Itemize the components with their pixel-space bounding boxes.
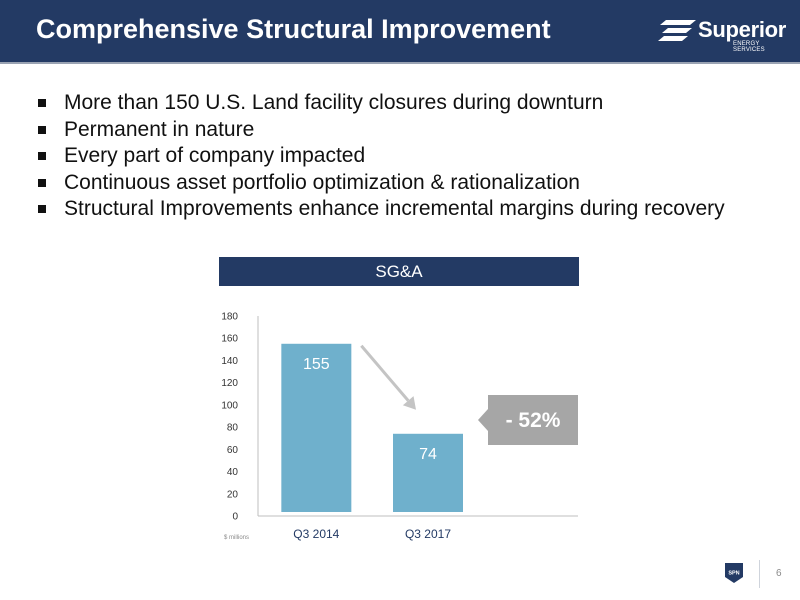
bullet-text: More than 150 U.S. Land facility closure… xyxy=(64,91,604,114)
percent-callout-box xyxy=(488,395,578,445)
y-tick-label: 80 xyxy=(227,423,239,434)
y-tick-label: 120 xyxy=(221,378,238,389)
bullet-item: Continuous asset portfolio optimization … xyxy=(38,170,725,197)
bullet-text: Continuous asset portfolio optimization … xyxy=(64,170,580,194)
y-tick-label: 60 xyxy=(227,445,239,456)
bullet-item: More than 150 U.S. Land facility closure… xyxy=(38,90,725,117)
x-category-label: Q3 2014 xyxy=(293,527,339,541)
logo-wordmark: Superior xyxy=(698,17,787,42)
spn-badge: SPN xyxy=(723,562,745,589)
spn-badge-label: SPN xyxy=(728,571,739,577)
percent-change-annotation: - 52% xyxy=(506,409,561,432)
superior-logo: Superior ENERGY SERVICES xyxy=(656,16,792,53)
bullet-item: Permanent in nature xyxy=(38,117,725,144)
spn-shield-icon: SPN xyxy=(725,563,743,583)
bullet-square-icon xyxy=(38,205,46,213)
bullet-list: More than 150 U.S. Land facility closure… xyxy=(38,90,725,223)
sga-bar-chart: 0 20 40 60 80 100 120 140 160 180 155 Q3 2014 74 Q3 2… xyxy=(221,312,578,541)
bullet-text: Permanent in nature xyxy=(64,117,255,141)
chart-title-banner: SG&A xyxy=(219,257,579,286)
bullet-item: Structural Improvements enhance incremen… xyxy=(38,196,725,223)
bullet-square-icon xyxy=(38,99,46,107)
decline-arrow-shaft xyxy=(360,344,410,402)
footer-divider xyxy=(759,560,760,588)
y-tick-label: 0 xyxy=(232,512,238,523)
y-tick-label: 180 xyxy=(221,312,238,323)
callout-pointer xyxy=(478,409,488,431)
page-number: 6 xyxy=(776,568,782,579)
decline-arrow-head-icon xyxy=(402,396,416,410)
logo-subtitle: ENERGY SERVICES xyxy=(733,41,765,53)
unit-label: $ millions xyxy=(224,535,249,541)
bullet-item: Every part of company impacted xyxy=(38,143,725,170)
bullet-text: Every part of company impacted xyxy=(64,144,366,167)
superior-logo-mark-icon xyxy=(658,20,696,41)
y-tick-label: 20 xyxy=(227,489,239,500)
x-category-label: Q3 2017 xyxy=(405,527,451,541)
bar-data-label: 74 xyxy=(419,446,437,463)
bar xyxy=(281,343,352,512)
y-tick-label: 160 xyxy=(221,334,238,345)
bar-data-label: 155 xyxy=(303,356,330,373)
y-tick-label: 140 xyxy=(221,356,238,367)
y-tick-label: 100 xyxy=(221,400,238,411)
bullet-square-icon xyxy=(38,125,46,134)
slide-header: Comprehensive Structural Improvement Sup… xyxy=(0,0,800,62)
y-tick-label: 40 xyxy=(227,467,239,478)
bar xyxy=(393,433,463,512)
header-divider xyxy=(0,62,800,64)
bullet-square-icon xyxy=(38,178,46,187)
bullet-text: Structural Improvements enhance incremen… xyxy=(64,197,725,220)
bullet-square-icon xyxy=(38,152,46,160)
slide-title: Comprehensive Structural Improvement xyxy=(36,14,551,44)
